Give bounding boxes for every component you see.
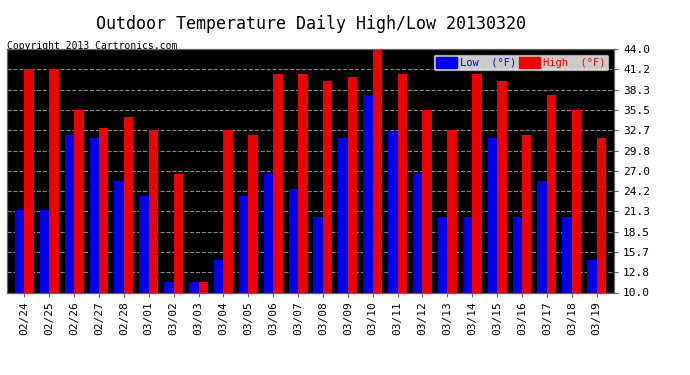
Bar bbox=[572, 110, 581, 292]
Bar bbox=[373, 49, 382, 292]
Bar bbox=[363, 95, 373, 292]
Bar bbox=[597, 138, 606, 292]
Bar bbox=[149, 130, 158, 292]
Bar bbox=[513, 217, 522, 292]
Bar bbox=[74, 110, 83, 292]
Bar bbox=[438, 217, 447, 292]
Legend: Low  (°F), High  (°F): Low (°F), High (°F) bbox=[433, 54, 609, 71]
Bar bbox=[199, 282, 208, 292]
Bar bbox=[323, 81, 333, 292]
Bar bbox=[124, 117, 133, 292]
Bar bbox=[49, 69, 59, 292]
Bar bbox=[174, 174, 183, 292]
Text: Copyright 2013 Cartronics.com: Copyright 2013 Cartronics.com bbox=[7, 41, 177, 51]
Bar bbox=[413, 174, 422, 292]
Bar bbox=[115, 182, 124, 292]
Bar bbox=[90, 138, 99, 292]
Bar bbox=[264, 174, 273, 292]
Bar bbox=[547, 95, 556, 292]
Bar bbox=[288, 189, 298, 292]
Bar bbox=[40, 210, 49, 292]
Bar bbox=[24, 69, 34, 292]
Bar bbox=[463, 217, 472, 292]
Bar bbox=[422, 110, 432, 292]
Bar bbox=[562, 217, 572, 292]
Bar bbox=[587, 260, 597, 292]
Text: Outdoor Temperature Daily High/Low 20130320: Outdoor Temperature Daily High/Low 20130… bbox=[95, 15, 526, 33]
Bar bbox=[298, 74, 308, 292]
Bar bbox=[139, 196, 149, 292]
Bar bbox=[248, 135, 258, 292]
Bar bbox=[522, 135, 531, 292]
Bar bbox=[239, 196, 248, 292]
Bar bbox=[273, 74, 283, 292]
Bar bbox=[497, 81, 506, 292]
Bar bbox=[214, 260, 224, 292]
Bar bbox=[348, 77, 357, 292]
Bar bbox=[189, 282, 199, 292]
Bar bbox=[488, 138, 497, 292]
Bar bbox=[224, 130, 233, 292]
Bar bbox=[99, 128, 108, 292]
Bar bbox=[472, 74, 482, 292]
Bar bbox=[65, 135, 74, 292]
Bar bbox=[164, 282, 174, 292]
Bar bbox=[15, 210, 24, 292]
Bar bbox=[538, 182, 547, 292]
Bar bbox=[313, 217, 323, 292]
Bar bbox=[447, 130, 457, 292]
Bar bbox=[388, 131, 397, 292]
Bar bbox=[338, 138, 348, 292]
Bar bbox=[397, 74, 407, 292]
